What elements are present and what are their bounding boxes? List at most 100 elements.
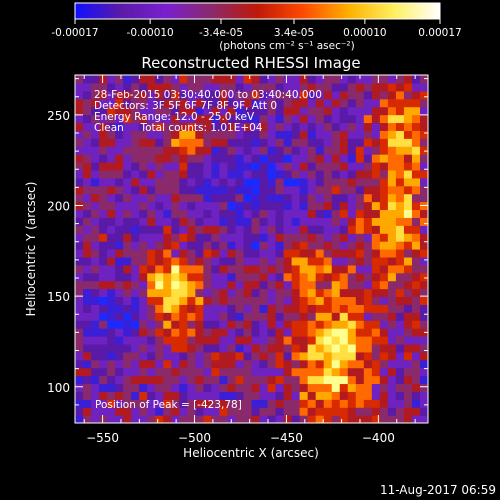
heatmap-cell <box>403 225 413 234</box>
heatmap-cell <box>131 328 140 337</box>
heatmap-cell <box>259 367 269 377</box>
heatmap-cell <box>179 351 188 361</box>
colorbar-gradient <box>74 2 441 20</box>
heatmap-cell <box>411 320 421 329</box>
heatmap-cell <box>363 399 373 408</box>
heatmap-cell <box>107 138 116 147</box>
heatmap-cell <box>187 256 196 266</box>
heatmap-cell <box>187 383 196 392</box>
heatmap-cell <box>147 193 156 203</box>
heatmap-cell <box>203 217 212 226</box>
heatmap-cell <box>115 154 124 163</box>
heatmap-cell <box>99 383 108 392</box>
heatmap-cell <box>99 177 108 187</box>
heatmap-cell <box>235 146 245 155</box>
heatmap-cell <box>259 225 269 234</box>
heatmap-cell <box>203 320 212 329</box>
heatmap-cell <box>83 296 92 305</box>
heatmap-cell <box>315 367 325 377</box>
heatmap-cell <box>107 320 116 329</box>
heatmap-cell <box>171 256 180 266</box>
heatmap-cell <box>187 169 196 179</box>
heatmap-cell <box>107 75 116 84</box>
heatmap-cell <box>379 312 389 321</box>
heatmap-cell <box>267 399 277 408</box>
heatmap-cell <box>99 130 108 139</box>
heatmap-cell <box>147 225 156 234</box>
heatmap-cell <box>75 320 84 329</box>
heatmap-cell <box>307 296 317 305</box>
heatmap-cell <box>131 304 140 313</box>
heatmap-cell <box>331 375 341 385</box>
heatmap-cell <box>419 304 428 313</box>
heatmap-cell <box>155 280 164 290</box>
heatmap-cell <box>331 201 341 211</box>
heatmap-cell <box>163 249 172 258</box>
heatmap-cell <box>171 328 180 337</box>
heatmap-cell <box>419 98 428 108</box>
y-tick-label: 250 <box>47 109 70 123</box>
heatmap-cell <box>115 114 124 124</box>
heatmap-cell <box>83 415 92 423</box>
heatmap-cell <box>267 138 277 147</box>
heatmap-cell <box>235 343 245 353</box>
heatmap-cell <box>411 296 421 305</box>
heatmap-cell <box>75 343 84 353</box>
heatmap-cell <box>219 288 229 298</box>
heatmap-cell <box>235 415 245 423</box>
heatmap-cell <box>323 391 333 400</box>
heatmap-cell <box>371 233 381 242</box>
heatmap-cell <box>227 241 237 250</box>
heatmap-cell <box>411 201 421 211</box>
heatmap-cell <box>227 154 237 163</box>
heatmap-cell <box>315 106 325 116</box>
heatmap-cell <box>371 312 381 321</box>
heatmap-cell <box>163 407 172 416</box>
heatmap-cell <box>163 130 172 139</box>
heatmap-cell <box>115 415 124 423</box>
heatmap-cell <box>195 193 204 203</box>
heatmap-cell <box>243 75 253 84</box>
heatmap-cell <box>179 391 188 400</box>
heatmap-cell <box>251 256 261 266</box>
heatmap-cell <box>339 336 349 345</box>
info-line-detectors: Detectors: 3F 5F 6F 7F 8F 9F, Att 0 <box>94 100 277 112</box>
heatmap-cell <box>283 383 293 392</box>
heatmap-cell <box>419 375 428 385</box>
heatmap-cell <box>235 225 245 234</box>
heatmap-cell <box>259 169 269 179</box>
heatmap-cell <box>75 296 84 305</box>
heatmap-cell <box>259 280 269 290</box>
heatmap-cell <box>283 225 293 234</box>
heatmap-cell <box>211 90 221 100</box>
heatmap-cell <box>331 280 341 290</box>
heatmap-cell <box>395 249 405 258</box>
heatmap-cell <box>107 343 116 353</box>
heatmap-cell <box>187 75 196 84</box>
heatmap-cell <box>91 272 100 282</box>
heatmap-cell <box>155 146 164 155</box>
heatmap-cell <box>235 272 245 282</box>
heatmap-cell <box>307 288 317 298</box>
heatmap-cell <box>347 343 357 353</box>
heatmap-cell <box>363 280 373 290</box>
heatmap-cell <box>267 320 277 329</box>
heatmap-cell <box>259 82 269 92</box>
heatmap-cell <box>211 185 221 195</box>
heatmap-cell <box>419 320 428 329</box>
heatmap-cell <box>243 336 253 345</box>
heatmap-cell <box>123 407 132 416</box>
heatmap-cell <box>395 383 405 392</box>
colorbar-tick-label: 0.00010 <box>343 27 386 39</box>
heatmap-cell <box>363 288 373 298</box>
heatmap-cell <box>291 106 301 116</box>
heatmap-cell <box>419 280 428 290</box>
heatmap-cell <box>107 256 116 266</box>
plot-frame <box>74 74 429 424</box>
heatmap-cell <box>243 177 253 187</box>
heatmap-cell <box>171 343 180 353</box>
heatmap-cell <box>323 122 333 131</box>
heatmap-cell <box>363 146 373 155</box>
heatmap-cell <box>363 225 373 234</box>
heatmap-cell <box>307 169 317 179</box>
